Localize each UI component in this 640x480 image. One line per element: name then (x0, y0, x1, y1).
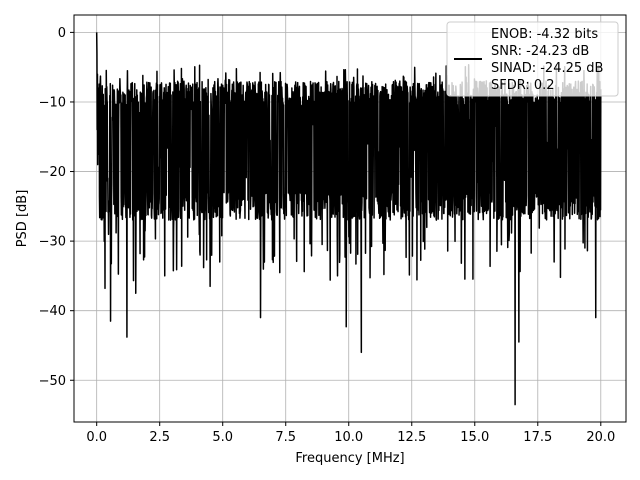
x-tick-label: 15.0 (460, 430, 489, 445)
x-tick-label: 2.5 (149, 430, 170, 445)
legend-entry-snr: SNR: -24.23 dB (491, 44, 589, 59)
psd-series-line (95, 32, 602, 406)
y-axis-ticks: 0 −10 −20 −30 −40 −50 (39, 26, 74, 389)
x-tick-label: 5.0 (212, 430, 233, 445)
x-tick-label: 10.0 (334, 430, 363, 445)
x-tick-label: 17.5 (523, 430, 552, 445)
x-tick-label: 7.5 (275, 430, 296, 445)
x-tick-label: 12.5 (397, 430, 426, 445)
x-tick-label: 0.0 (86, 430, 107, 445)
y-tick-label: −30 (39, 235, 66, 250)
y-tick-label: −10 (39, 95, 66, 110)
axes-frame (73, 14, 627, 423)
plot-area (95, 32, 602, 406)
y-tick-label: −20 (39, 165, 66, 180)
x-tick-label: 20.0 (586, 430, 615, 445)
legend-entry-sfdr: SFDR: 0.2 (491, 78, 555, 93)
y-axis-label: PSD [dB] (15, 190, 30, 248)
x-axis-ticks: 0.0 2.5 5.0 7.5 10.0 12.5 15.0 17.5 20.0 (86, 422, 615, 445)
legend-entry-sinad: SINAD: -24.25 dB (491, 61, 603, 76)
legend-box (446, 21, 619, 97)
y-tick-label: −50 (39, 374, 66, 389)
legend: ENOB: -4.32 bits SNR: -24.23 dB SINAD: -… (446, 21, 619, 97)
y-tick-label: −40 (39, 304, 66, 319)
x-axis-label: Frequency [MHz] (295, 451, 404, 466)
y-tick-label: 0 (58, 26, 66, 41)
legend-entry-enob: ENOB: -4.32 bits (491, 27, 598, 42)
